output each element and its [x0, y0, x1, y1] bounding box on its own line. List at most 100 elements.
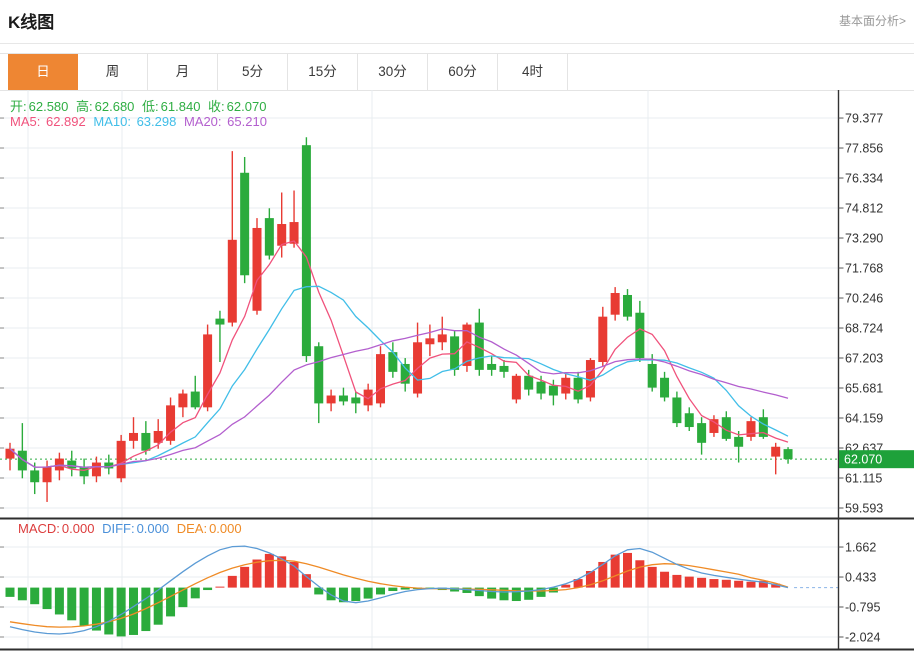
candle	[289, 222, 299, 244]
candle	[240, 172, 250, 276]
tab-30min[interactable]: 30分	[358, 54, 428, 90]
macd-bar	[376, 587, 385, 595]
macd-bar	[474, 587, 484, 597]
open-value: 62.580	[28, 99, 69, 114]
ma20-value: 65.210	[227, 114, 267, 129]
macd-bar	[79, 587, 89, 626]
ma20-line	[9, 328, 789, 468]
tab-15min[interactable]: 15分	[288, 54, 358, 90]
macd-bar	[697, 577, 707, 588]
candle	[400, 363, 410, 384]
macd-bar	[363, 587, 373, 599]
candle	[635, 312, 645, 359]
ma5-line	[9, 240, 789, 472]
price-tick-label: 71.768	[845, 262, 883, 276]
tab-4hour[interactable]: 4时	[498, 54, 568, 90]
candle	[598, 316, 608, 363]
candle	[499, 365, 509, 372]
title-separator	[0, 43, 914, 44]
macd-bar	[734, 580, 744, 588]
tab-5min[interactable]: 5分	[218, 54, 288, 90]
fundamental-analysis-link[interactable]: 基本面分析>	[838, 14, 906, 28]
candle	[548, 385, 558, 396]
macd-bar	[116, 587, 126, 637]
tab-month[interactable]: 月	[148, 54, 218, 90]
macd-bar	[400, 587, 410, 590]
candle	[585, 360, 595, 398]
macd-bar	[338, 587, 348, 603]
price-tick-label: 59.593	[845, 502, 883, 516]
diff-label: DIFF:	[102, 521, 135, 536]
macd-bar	[610, 554, 620, 588]
macd-bar	[190, 587, 200, 599]
candle	[166, 405, 176, 441]
macd-bar	[684, 576, 694, 588]
macd-bar	[585, 571, 595, 588]
candle	[30, 470, 40, 483]
macd-bar	[647, 566, 657, 588]
ma5-label: MA5:	[10, 114, 41, 129]
candle	[672, 397, 682, 424]
ohlc-legend: 开: 62.580 高: 62.680 低: 61.840 收: 62.070	[10, 96, 270, 115]
macd-bar	[91, 587, 101, 631]
candle	[141, 432, 151, 451]
candle	[17, 450, 27, 471]
macd-bar	[215, 586, 225, 588]
close-label: 收:	[208, 99, 225, 114]
candle	[709, 419, 719, 433]
candle	[363, 389, 373, 406]
low-label: 低:	[142, 99, 159, 114]
macd-bar	[166, 587, 176, 617]
macd-bar	[660, 571, 670, 588]
candle	[746, 421, 756, 437]
macd-bar	[141, 587, 151, 632]
macd-bar	[511, 587, 521, 602]
tab-week[interactable]: 周	[78, 54, 148, 90]
ma-legend: MA5: 62.892 MA10: 63.298 MA20: 65.210	[10, 114, 271, 129]
candle	[153, 430, 163, 443]
candle	[190, 391, 200, 408]
macd-bar	[326, 587, 336, 601]
candle	[660, 377, 670, 398]
macd-value: 0.000	[61, 521, 95, 536]
candle	[758, 417, 768, 437]
macd-bar	[462, 587, 472, 593]
candle	[5, 448, 15, 459]
price-tick-label: 74.812	[845, 202, 883, 216]
page-title: K线图	[8, 13, 55, 32]
candle	[623, 294, 632, 317]
macd-tick-label: 1.662	[845, 541, 876, 555]
macd-bar	[721, 579, 731, 588]
macd-bar	[746, 581, 756, 588]
period-tabstrip: 日周月 5分 15分 30分 60分 4时	[0, 53, 914, 91]
ma10-label: MA10:	[93, 114, 131, 129]
price-tick-label: 79.377	[845, 112, 883, 126]
macd-bar	[227, 575, 237, 588]
candle	[227, 239, 237, 323]
close-value: 62.070	[226, 99, 267, 114]
candle	[215, 318, 225, 325]
ma5-value: 62.892	[45, 114, 86, 129]
dea-line	[9, 559, 789, 628]
price-tick-label: 70.246	[845, 292, 883, 306]
diff-value: 0.000	[136, 521, 170, 536]
ma20-label: MA20:	[183, 114, 222, 129]
current-price-badge	[839, 450, 914, 469]
candle	[783, 449, 793, 460]
macd-bar	[487, 587, 497, 599]
macd-bar	[758, 580, 768, 588]
candle	[252, 227, 262, 311]
tab-day[interactable]: 日	[8, 54, 78, 90]
price-tick-label: 65.681	[845, 381, 883, 395]
candle	[771, 446, 781, 457]
candle	[104, 462, 114, 469]
candle	[277, 224, 287, 246]
candle	[647, 363, 657, 388]
price-tick-label: 68.724	[845, 322, 883, 336]
candle	[376, 354, 385, 404]
tab-60min[interactable]: 60分	[428, 54, 498, 90]
current-price-badge-value: 62.070	[844, 453, 882, 467]
candle	[511, 375, 521, 400]
period-tabs: 日周月 5分 15分 30分 60分 4时	[8, 54, 568, 90]
